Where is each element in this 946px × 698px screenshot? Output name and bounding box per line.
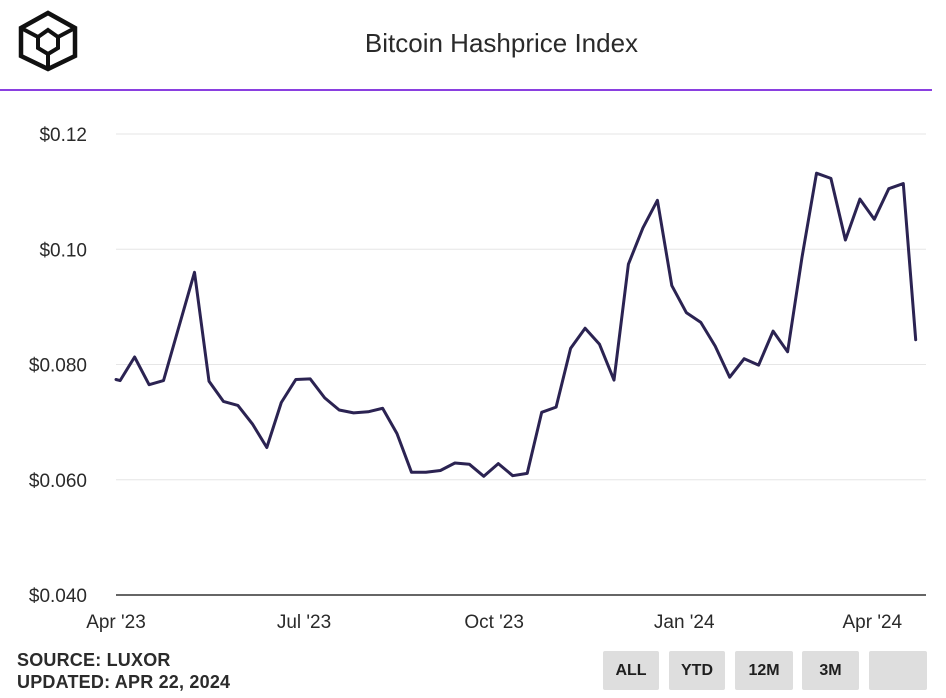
x-tick-label: Jan '24 — [654, 612, 715, 633]
x-tick-label: Apr '24 — [842, 612, 902, 633]
line-chart: $0.040 $0.060 $0.080 $0.10 $0.12 Apr '23 Jul … — [29, 125, 926, 633]
range-ytd-button[interactable]: YTD — [669, 651, 725, 690]
range-12m-button[interactable]: 12M — [735, 651, 793, 690]
range-3m-button[interactable]: 3M — [802, 651, 859, 690]
series-line — [114, 171, 918, 478]
y-tick-label: $0.040 — [29, 586, 87, 607]
x-tick-label: Jul '23 — [277, 612, 331, 633]
chart-header: Bitcoin Hashprice Index — [0, 0, 946, 91]
cube-logo-icon — [18, 10, 78, 72]
y-tick-label: $0.10 — [39, 240, 87, 261]
source-label: SOURCE: LUXOR — [17, 650, 171, 670]
range-all-button[interactable]: ALL — [603, 651, 659, 690]
x-tick-label: Apr '23 — [86, 612, 146, 633]
updated-label: UPDATED: APR 22, 2024 — [17, 672, 231, 692]
range-custom-button[interactable] — [869, 651, 927, 690]
y-tick-label: $0.080 — [29, 356, 87, 377]
x-tick-label: Oct '23 — [464, 612, 524, 633]
header-divider — [0, 89, 932, 91]
y-tick-label: $0.12 — [39, 125, 87, 146]
y-tick-label: $0.060 — [29, 471, 87, 492]
chart-title: Bitcoin Hashprice Index — [364, 28, 639, 58]
